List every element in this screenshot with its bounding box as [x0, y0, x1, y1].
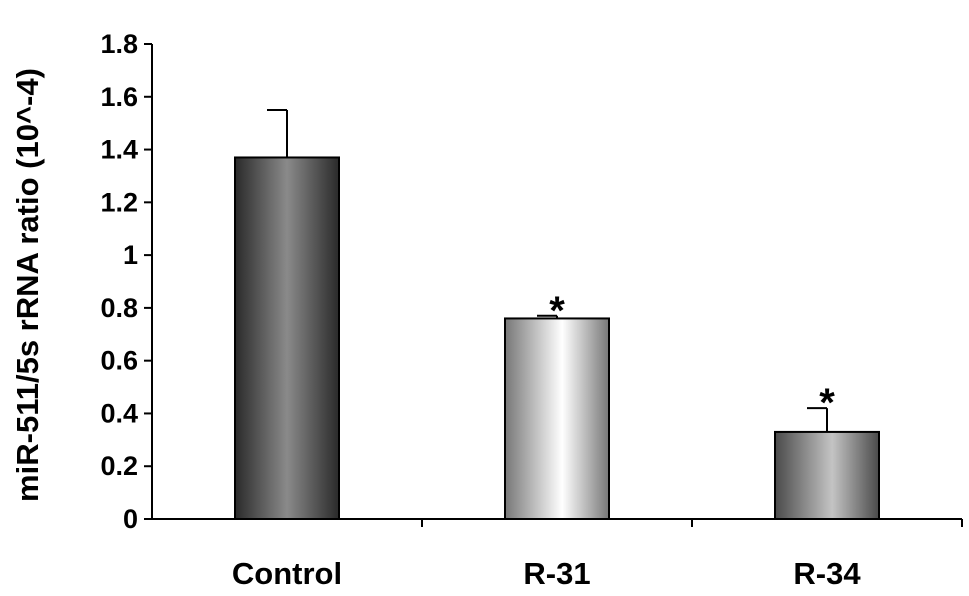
x-tick-label: Control — [232, 556, 342, 591]
significance-marker: * — [549, 289, 565, 333]
y-tick-label: 0.2 — [100, 451, 138, 481]
y-tick-label: 1.4 — [100, 135, 138, 165]
y-axis-label: miR-511/5s rRNA ratio (10^-4) — [10, 68, 45, 502]
y-tick-label: 1 — [123, 240, 138, 270]
y-tick-label: 1.2 — [100, 187, 138, 217]
bar-r-34 — [774, 430, 880, 520]
plot-area: 0 0.2 0.4 0.6 0.8 1 1.2 1.4 1.6 1.8 Control R-31 * R-… — [100, 29, 963, 591]
y-tick-label: 1.8 — [100, 29, 138, 59]
bar-control — [234, 156, 340, 520]
x-tick-label: R-34 — [793, 556, 861, 591]
y-tick-label: 0.6 — [100, 346, 138, 376]
y-tick-label: 0 — [123, 504, 138, 534]
y-tick-label: 1.6 — [100, 82, 138, 112]
bar-r-31 — [504, 317, 610, 521]
significance-marker: * — [819, 381, 835, 425]
x-tick-label: R-31 — [523, 556, 590, 591]
y-tick-label: 0.8 — [100, 293, 138, 323]
y-tick-label: 0.4 — [100, 398, 138, 428]
